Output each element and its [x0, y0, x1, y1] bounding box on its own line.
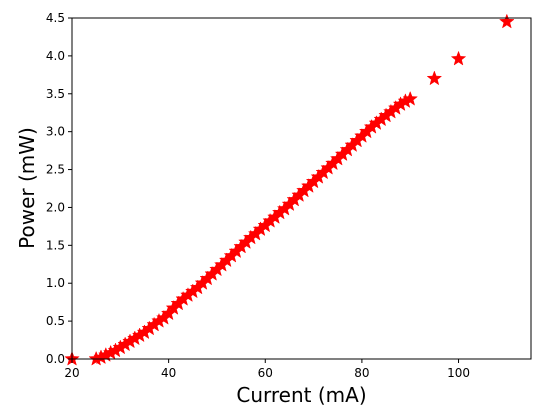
data-point-star	[499, 13, 515, 29]
data-point-star	[426, 70, 443, 86]
y-tick-label: 4.0	[46, 49, 65, 63]
y-axis-ticks: 0.0 0.5 1.0 1.5 2.0 2.5 3.0 3.5 4.0 4.5	[46, 11, 72, 366]
data-point-star	[402, 90, 419, 106]
y-tick-label: 2.0	[46, 200, 65, 214]
plot-frame	[71, 17, 532, 360]
x-tick-label: 60	[258, 366, 273, 380]
data-point-star	[450, 50, 467, 66]
y-tick-label: 2.5	[46, 163, 65, 177]
x-axis-ticks: 20 40 60 80 100	[64, 359, 470, 380]
x-axis-label: Current (mA)	[236, 383, 366, 407]
y-axis-label: Power (mW)	[15, 127, 39, 249]
y-tick-label: 0.5	[46, 314, 65, 328]
x-tick-label: 40	[161, 366, 176, 380]
x-tick-label: 20	[64, 366, 79, 380]
y-tick-label: 1.5	[46, 238, 65, 252]
x-tick-label: 80	[354, 366, 369, 380]
data-points	[64, 13, 515, 366]
y-tick-label: 1.0	[46, 276, 65, 290]
y-tick-label: 0.0	[46, 352, 65, 366]
x-tick-label: 100	[447, 366, 470, 380]
y-tick-label: 3.0	[46, 125, 65, 139]
y-tick-label: 4.5	[46, 11, 65, 25]
y-tick-label: 3.5	[46, 87, 65, 101]
